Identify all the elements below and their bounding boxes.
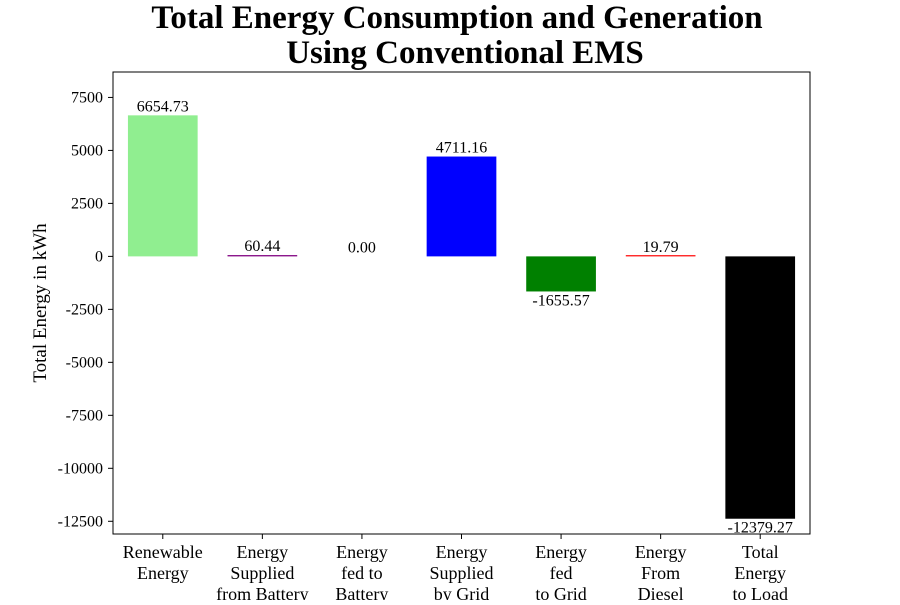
x-tick-label-3-line-2: fed to <box>341 563 382 583</box>
bar-1 <box>127 115 198 257</box>
x-tick-label-2-line-1: Energy <box>237 542 289 562</box>
x-tick-label-3-line-1: Energy <box>336 542 388 562</box>
x-tick-label-5-line-2: fed <box>550 563 573 583</box>
y-tick-label-7: -7500 <box>66 407 103 424</box>
x-tick-label-5-line-3: to Grid <box>535 584 587 600</box>
y-axis-label: Total Energy in kWh <box>30 223 51 383</box>
x-tick-label-7-line-1: Total <box>742 542 779 562</box>
y-tick-label-1: 7500 <box>71 89 103 106</box>
value-label-7: -12379.27 <box>728 520 793 537</box>
x-tick-label-7-line-2: Energy <box>734 563 786 583</box>
y-tick-label-5: -2500 <box>66 301 103 318</box>
x-tick-label-6-line-3: Diesel <box>638 584 684 600</box>
value-label-1: 6654.73 <box>137 98 189 115</box>
value-label-2: 60.44 <box>244 238 280 255</box>
chart-title-line-1: Total Energy Consumption and Generation <box>151 0 762 36</box>
x-tick-label-4-line-3: by Grid <box>434 584 490 600</box>
y-axis: 7500 5000 2500 0 -2500 -5000 -7500 -10000 -12500 <box>58 89 113 530</box>
y-tick-label-6: -5000 <box>66 354 103 371</box>
value-label-5: -1655.57 <box>532 292 589 309</box>
value-label-3: 0.00 <box>348 239 376 256</box>
chart-title: Total Energy Consumption and Generation … <box>151 0 762 71</box>
chart-title-line-2: Using Conventional EMS <box>286 35 644 71</box>
bar-2 <box>227 255 298 257</box>
x-tick-label-4-line-2: Supplied <box>429 563 493 583</box>
value-labels: 6654.73 60.44 0.00 4711.16 -1655.57 19.79 -123… <box>137 98 793 536</box>
x-tick-label-6-line-1: Energy <box>635 542 687 562</box>
y-tick-label-3: 2500 <box>71 195 103 212</box>
x-tick-label-6-line-2: From <box>641 563 680 583</box>
bars <box>127 115 796 519</box>
bar-5 <box>526 256 596 292</box>
x-tick-label-1-line-2: Energy <box>137 563 189 583</box>
value-label-4: 4711.16 <box>436 140 487 157</box>
x-tick-label-3-line-3: Battery <box>335 584 388 600</box>
y-tick-label-8: -10000 <box>58 460 103 477</box>
x-tick-label-4-line-1: Energy <box>436 542 488 562</box>
bar-6 <box>625 255 696 257</box>
x-tick-label-2-line-3: from Battery <box>216 584 308 600</box>
x-tick-label-2-line-2: Supplied <box>230 563 294 583</box>
value-label-6: 19.79 <box>643 239 679 256</box>
y-tick-label-4: 0 <box>95 248 103 265</box>
y-tick-label-9: -12500 <box>58 513 103 530</box>
bar-7 <box>725 256 796 519</box>
x-tick-label-5-line-1: Energy <box>535 542 587 562</box>
bar-4 <box>426 156 497 257</box>
x-tick-label-1-line-1: Renewable <box>123 542 203 562</box>
y-tick-label-2: 5000 <box>71 142 103 159</box>
x-tick-label-7-line-3: to Load <box>732 584 788 600</box>
